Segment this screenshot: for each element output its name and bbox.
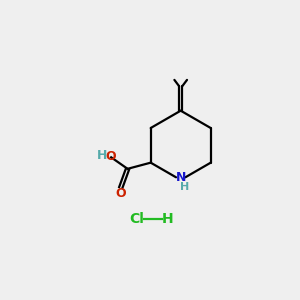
Text: N: N (176, 171, 186, 184)
Text: H: H (162, 212, 173, 226)
Text: Cl: Cl (129, 212, 144, 226)
Text: H: H (97, 149, 107, 162)
Text: H: H (180, 182, 189, 192)
Text: O: O (116, 187, 126, 200)
Text: O: O (105, 150, 116, 163)
